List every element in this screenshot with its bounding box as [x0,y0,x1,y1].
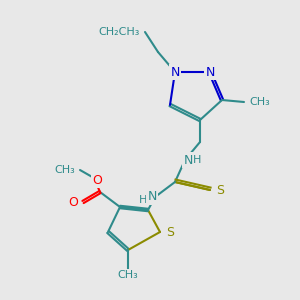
Text: O: O [68,196,78,208]
Text: H: H [139,195,147,205]
Text: CH₃: CH₃ [249,97,270,107]
Text: N: N [147,190,157,203]
Text: CH₃: CH₃ [118,270,138,280]
Text: N: N [183,154,193,166]
Text: O: O [92,173,102,187]
Text: CH₂CH₃: CH₂CH₃ [99,27,140,37]
Text: S: S [166,226,174,238]
Text: H: H [193,155,201,165]
Text: CH₃: CH₃ [54,165,75,175]
Text: N: N [205,65,215,79]
Text: S: S [216,184,224,196]
Text: N: N [170,65,180,79]
